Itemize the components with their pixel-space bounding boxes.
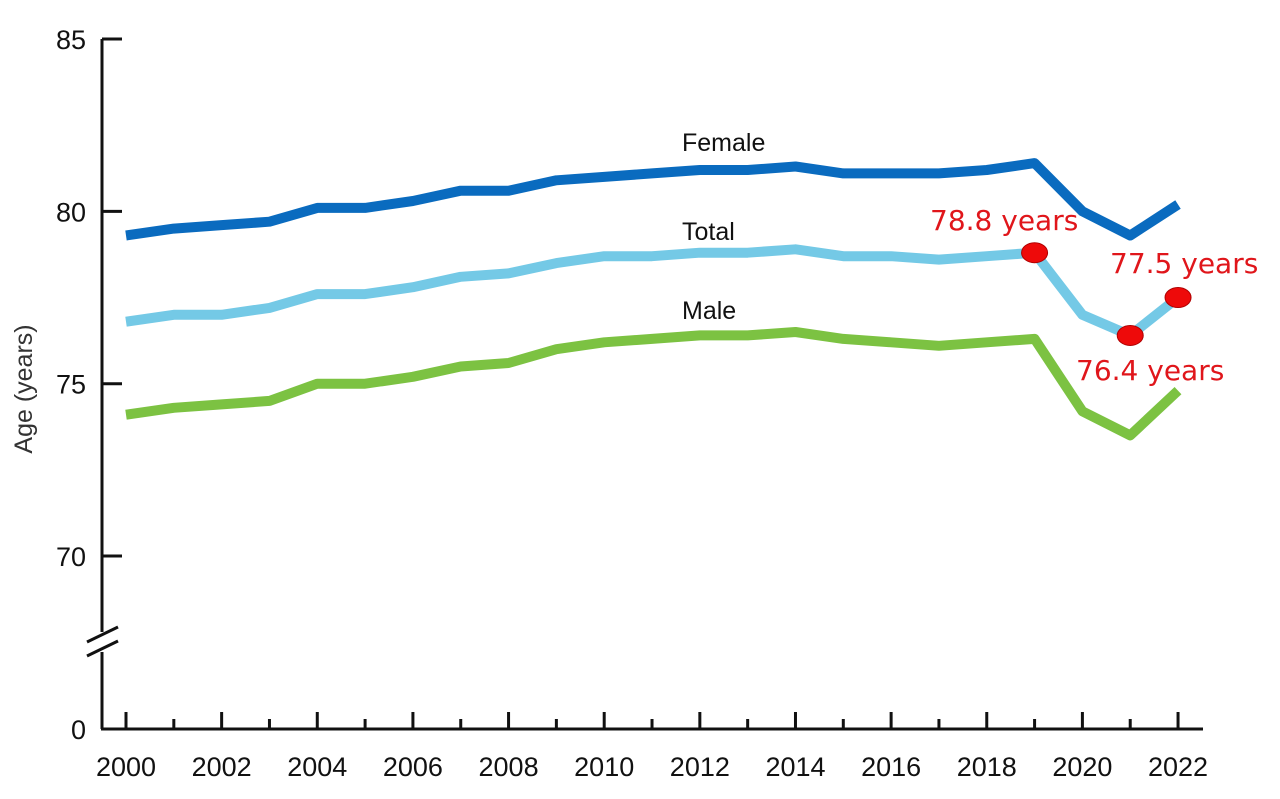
x-tick-label: 2016 (861, 752, 921, 782)
series-label-total: Total (682, 218, 735, 246)
series-line-female (125, 158, 1181, 241)
x-ticks: 2000 2002 2004 2006 2008 2010 2012 2014 2016 2018… (96, 712, 1208, 782)
x-tick-label: 2014 (765, 752, 825, 782)
axis-break-mark-2 (86, 639, 119, 658)
y-tick-label: 70 (56, 542, 86, 572)
annotation-label-2021: 76.4 years (1076, 354, 1224, 387)
series-lines (125, 158, 1182, 441)
y-tick-label: 80 (56, 197, 86, 227)
x-tick-label: 2020 (1052, 752, 1112, 782)
axis-break-mark-1 (86, 625, 119, 644)
x-tick-label: 2002 (192, 752, 252, 782)
y-ticks: 0 70 75 80 85 (56, 25, 122, 745)
y-tick-label: 75 (56, 370, 86, 400)
x-tick-label: 2012 (670, 752, 730, 782)
series-label-female: Female (682, 129, 765, 157)
series-label-male: Male (682, 297, 736, 325)
x-tick-label: 2022 (1148, 752, 1208, 782)
annotation-marker-2022 (1164, 287, 1192, 309)
y-tick-label: 0 (71, 715, 86, 745)
annotations: 78.8 years 76.4 years 77.5 years (930, 204, 1258, 387)
y-axis-title: Age (years) (10, 324, 38, 453)
annotation-label-2019: 78.8 years (930, 204, 1078, 237)
x-tick-label: 2010 (574, 752, 634, 782)
x-tick-label: 2008 (479, 752, 539, 782)
x-tick-label: 2018 (957, 752, 1017, 782)
series-labels: Female Total Male (682, 129, 765, 325)
annotation-markers (1021, 242, 1192, 346)
annotation-label-2022: 77.5 years (1110, 247, 1258, 280)
x-tick-label: 2004 (287, 752, 347, 782)
series-line-male (125, 327, 1182, 441)
y-tick-label: 85 (56, 25, 86, 55)
x-tick-label: 2006 (383, 752, 443, 782)
series-line-total (125, 244, 1182, 341)
annotation-marker-2019 (1021, 242, 1049, 264)
x-tick-label: 2000 (96, 752, 156, 782)
axes: Age (years) (10, 39, 1203, 731)
annotation-marker-2021 (1116, 324, 1144, 346)
